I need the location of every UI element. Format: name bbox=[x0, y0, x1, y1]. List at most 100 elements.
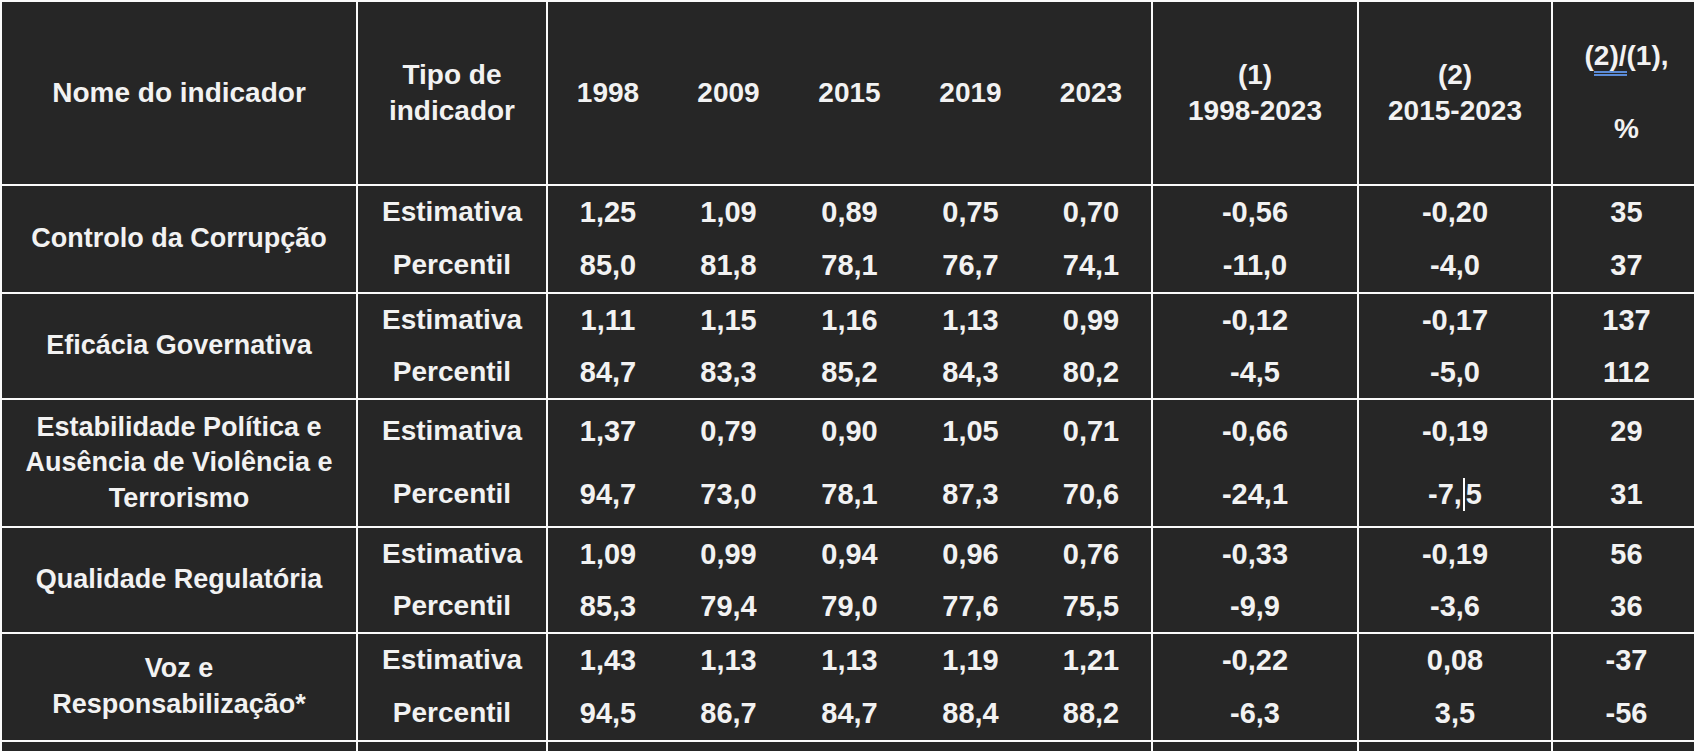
value-cell[interactable]: 0,70 bbox=[1031, 185, 1152, 239]
value-cell[interactable]: 1,19 bbox=[910, 633, 1031, 687]
diff2-cell[interactable]: -0,19 bbox=[1358, 527, 1552, 581]
value-cell[interactable]: 0,75 bbox=[910, 185, 1031, 239]
ratio-cell[interactable]: -37 bbox=[1552, 633, 1694, 687]
value-cell[interactable]: 84,7 bbox=[547, 347, 668, 399]
type-label-cell[interactable]: Percentil bbox=[357, 347, 547, 399]
diff2-cell[interactable]: 3,5 bbox=[1358, 687, 1552, 741]
value-cell[interactable]: 1,09 bbox=[547, 527, 668, 581]
value-cell[interactable]: 0,90 bbox=[789, 399, 910, 463]
column-header-year-2023[interactable]: 2023 bbox=[1031, 1, 1152, 185]
value-cell[interactable]: 0,89 bbox=[789, 185, 910, 239]
diff2-cell[interactable]: -0,17 bbox=[1358, 293, 1552, 347]
value-cell[interactable]: 77,6 bbox=[910, 581, 1031, 633]
diff1-cell[interactable]: -11,0 bbox=[1152, 239, 1358, 293]
indicator-name-cell[interactable]: Voz e Responsabilização* bbox=[1, 633, 357, 741]
value-cell[interactable]: 88,2 bbox=[1031, 687, 1152, 741]
value-cell[interactable]: 1,16 bbox=[789, 293, 910, 347]
column-header-year-1998[interactable]: 1998 bbox=[547, 1, 668, 185]
ratio-cell[interactable]: 137 bbox=[1552, 293, 1694, 347]
type-label-cell[interactable]: Estimativa bbox=[357, 527, 547, 581]
value-cell[interactable]: 86,7 bbox=[668, 687, 789, 741]
value-cell[interactable]: 1,09 bbox=[668, 185, 789, 239]
type-label-cell[interactable]: Estimativa bbox=[357, 633, 547, 687]
value-cell[interactable]: 1,37 bbox=[547, 399, 668, 463]
diff2-cell-with-caret[interactable]: -7,5 bbox=[1358, 463, 1552, 527]
value-cell[interactable]: 0,99 bbox=[668, 527, 789, 581]
value-cell[interactable]: 1,43 bbox=[547, 633, 668, 687]
indicator-name-cell[interactable]: Estado de Direito** bbox=[1, 741, 357, 751]
value-cell[interactable]: 0,96 bbox=[910, 527, 1031, 581]
column-header-ratio[interactable]: (2)/(1), % bbox=[1552, 1, 1694, 185]
indicator-name-cell[interactable]: Estabilidade Política e Ausência de Viol… bbox=[1, 399, 357, 527]
diff2-cell[interactable]: 0,08 bbox=[1358, 633, 1552, 687]
type-label-cell[interactable]: Percentil bbox=[357, 239, 547, 293]
column-header-year-2015[interactable]: 2015 bbox=[789, 1, 910, 185]
column-header-year-2019[interactable]: 2019 bbox=[910, 1, 1031, 185]
indicator-name-cell[interactable]: Eficácia Governativa bbox=[1, 293, 357, 399]
ratio-cell[interactable]: 36 bbox=[1552, 581, 1694, 633]
value-cell[interactable]: 0,94 bbox=[789, 527, 910, 581]
column-header-diff-2015-2023[interactable]: (2) 2015-2023 bbox=[1358, 1, 1552, 185]
diff2-cell[interactable]: -4,0 bbox=[1358, 239, 1552, 293]
type-label-cell[interactable]: Percentil bbox=[357, 581, 547, 633]
value-cell[interactable]: 78,1 bbox=[789, 463, 910, 527]
value-cell[interactable]: 85,2 bbox=[789, 347, 910, 399]
value-cell[interactable]: 79,4 bbox=[668, 581, 789, 633]
diff1-cell[interactable]: -0,17 bbox=[1152, 741, 1358, 751]
column-header-indicator-name[interactable]: Nome do indicador bbox=[1, 1, 357, 185]
value-cell[interactable]: 87,3 bbox=[910, 463, 1031, 527]
value-cell[interactable]: 73,0 bbox=[668, 463, 789, 527]
value-cell[interactable]: 84,7 bbox=[789, 687, 910, 741]
diff1-cell[interactable]: -0,22 bbox=[1152, 633, 1358, 687]
diff2-cell[interactable]: -5,0 bbox=[1358, 347, 1552, 399]
value-cell[interactable]: 1,10 bbox=[789, 741, 910, 751]
ratio-cell[interactable]: 37 bbox=[1552, 239, 1694, 293]
value-cell[interactable]: 1,11 bbox=[910, 741, 1031, 751]
value-cell[interactable]: 1,15 bbox=[668, 293, 789, 347]
value-cell[interactable]: 0,79 bbox=[668, 399, 789, 463]
indicator-name-cell[interactable]: Controlo da Corrupção bbox=[1, 185, 357, 293]
value-cell[interactable]: 0,71 bbox=[1031, 399, 1152, 463]
value-cell[interactable]: 1,21 bbox=[1031, 633, 1152, 687]
column-header-year-2009[interactable]: 2009 bbox=[668, 1, 789, 185]
value-cell[interactable]: 70,6 bbox=[1031, 463, 1152, 527]
value-cell[interactable]: 84,3 bbox=[910, 347, 1031, 399]
diff1-cell[interactable]: -0,33 bbox=[1152, 527, 1358, 581]
value-cell[interactable]: 80,2 bbox=[1031, 347, 1152, 399]
ratio-cell[interactable]: 56 bbox=[1552, 527, 1694, 581]
value-cell[interactable]: 79,0 bbox=[789, 581, 910, 633]
ratio-cell[interactable]: -56 bbox=[1552, 687, 1694, 741]
value-cell[interactable]: 1,24 bbox=[547, 741, 668, 751]
diff2-cell[interactable]: -0,03 bbox=[1358, 741, 1552, 751]
value-cell[interactable]: 78,1 bbox=[789, 239, 910, 293]
type-label-cell[interactable]: Estimativa bbox=[357, 293, 547, 347]
value-cell[interactable]: 83,3 bbox=[668, 347, 789, 399]
value-cell[interactable]: 1,13 bbox=[668, 633, 789, 687]
value-cell[interactable]: 1,25 bbox=[547, 185, 668, 239]
diff1-cell[interactable]: -24,1 bbox=[1152, 463, 1358, 527]
type-label-cell[interactable]: Estimativa bbox=[357, 185, 547, 239]
ratio-cell[interactable]: 20 bbox=[1552, 741, 1694, 751]
value-cell[interactable]: 94,7 bbox=[547, 463, 668, 527]
type-label-cell[interactable]: Estimativa bbox=[357, 399, 547, 463]
diff1-cell[interactable]: -6,3 bbox=[1152, 687, 1358, 741]
column-header-indicator-type[interactable]: Tipo de indicador bbox=[357, 1, 547, 185]
diff1-cell[interactable]: -0,66 bbox=[1152, 399, 1358, 463]
value-cell[interactable]: 1,06 bbox=[668, 741, 789, 751]
ratio-cell[interactable]: 29 bbox=[1552, 399, 1694, 463]
value-cell[interactable]: 74,1 bbox=[1031, 239, 1152, 293]
value-cell[interactable]: 88,4 bbox=[910, 687, 1031, 741]
value-cell[interactable]: 85,3 bbox=[547, 581, 668, 633]
value-cell[interactable]: 75,5 bbox=[1031, 581, 1152, 633]
value-cell[interactable]: 0,99 bbox=[1031, 293, 1152, 347]
diff2-cell[interactable]: -3,6 bbox=[1358, 581, 1552, 633]
ratio-cell[interactable]: 31 bbox=[1552, 463, 1694, 527]
diff2-cell[interactable]: -0,19 bbox=[1358, 399, 1552, 463]
value-cell[interactable]: 1,05 bbox=[910, 399, 1031, 463]
value-cell[interactable]: 1,13 bbox=[910, 293, 1031, 347]
type-label-cell[interactable]: Percentil bbox=[357, 687, 547, 741]
column-header-diff-1998-2023[interactable]: (1) 1998-2023 bbox=[1152, 1, 1358, 185]
value-cell[interactable]: 94,5 bbox=[547, 687, 668, 741]
value-cell[interactable]: 76,7 bbox=[910, 239, 1031, 293]
diff1-cell[interactable]: -9,9 bbox=[1152, 581, 1358, 633]
